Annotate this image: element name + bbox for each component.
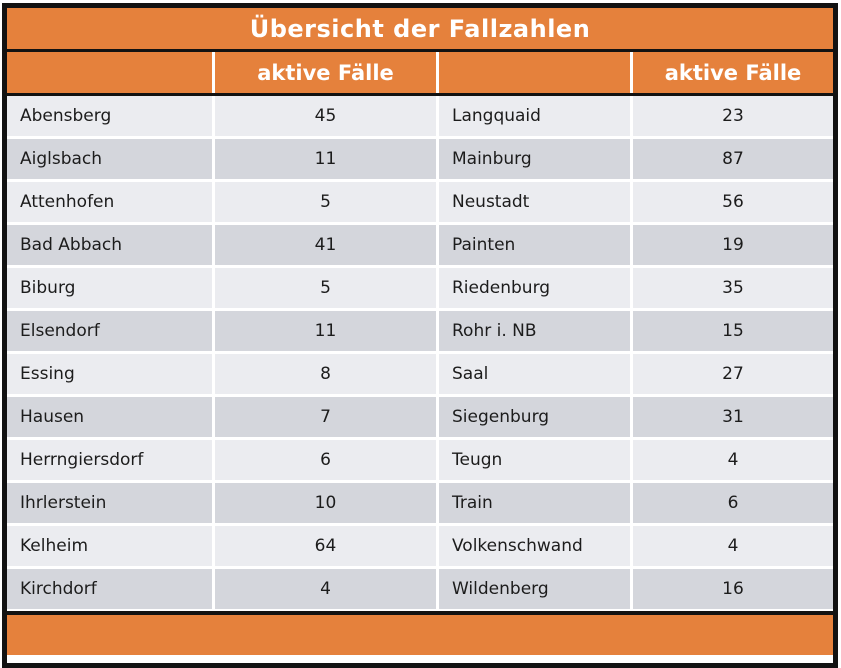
active-cases-cell: 4	[215, 569, 436, 609]
municipality-cell: Mainburg	[439, 139, 630, 179]
municipality-cell: Biburg	[7, 268, 212, 308]
municipality-cell: Attenhofen	[7, 182, 212, 222]
column-header-active-cases-right: aktive Fälle	[633, 52, 833, 93]
active-cases-cell: 16	[633, 569, 833, 609]
municipality-cell: Rohr i. NB	[439, 311, 630, 351]
active-cases-cell: 4	[633, 526, 833, 566]
active-cases-cell: 23	[633, 96, 833, 136]
municipality-cell: Essing	[7, 354, 212, 394]
table-body: Abensberg 45 Langquaid 23 Aiglsbach 11 M…	[7, 96, 833, 609]
municipality-cell: Neustadt	[439, 182, 630, 222]
municipality-cell: Teugn	[439, 440, 630, 480]
municipality-cell: Wildenberg	[439, 569, 630, 609]
municipality-cell: Riedenburg	[439, 268, 630, 308]
active-cases-cell: 8	[215, 354, 436, 394]
municipality-cell: Kelheim	[7, 526, 212, 566]
active-cases-cell: 5	[215, 268, 436, 308]
active-cases-cell: 87	[633, 139, 833, 179]
active-cases-cell: 19	[633, 225, 833, 265]
column-header-empty-left	[7, 52, 212, 93]
municipality-cell: Painten	[439, 225, 630, 265]
municipality-cell: Aiglsbach	[7, 139, 212, 179]
municipality-cell: Siegenburg	[439, 397, 630, 437]
active-cases-cell: 45	[215, 96, 436, 136]
municipality-cell: Train	[439, 483, 630, 523]
footer-orange-strip	[7, 615, 833, 655]
active-cases-cell: 5	[215, 182, 436, 222]
table-title: Übersicht der Fallzahlen	[7, 8, 833, 52]
case-numbers-table: Übersicht der Fallzahlen aktive Fälle ak…	[2, 3, 838, 668]
active-cases-cell: 35	[633, 268, 833, 308]
active-cases-cell: 56	[633, 182, 833, 222]
active-cases-cell: 4	[633, 440, 833, 480]
municipality-cell: Saal	[439, 354, 630, 394]
active-cases-cell: 10	[215, 483, 436, 523]
municipality-cell: Kirchdorf	[7, 569, 212, 609]
municipality-cell: Elsendorf	[7, 311, 212, 351]
active-cases-cell: 31	[633, 397, 833, 437]
active-cases-cell: 6	[633, 483, 833, 523]
municipality-cell: Herrngiersdorf	[7, 440, 212, 480]
municipality-cell: Ihrlerstein	[7, 483, 212, 523]
column-header-active-cases-left: aktive Fälle	[215, 52, 436, 93]
municipality-cell: Bad Abbach	[7, 225, 212, 265]
municipality-cell: Volkenschwand	[439, 526, 630, 566]
municipality-cell: Abensberg	[7, 96, 212, 136]
table-header-row: aktive Fälle aktive Fälle	[7, 52, 833, 96]
footer-divider	[7, 611, 833, 615]
municipality-cell: Langquaid	[439, 96, 630, 136]
active-cases-cell: 41	[215, 225, 436, 265]
active-cases-cell: 7	[215, 397, 436, 437]
active-cases-cell: 11	[215, 139, 436, 179]
municipality-cell: Hausen	[7, 397, 212, 437]
active-cases-cell: 64	[215, 526, 436, 566]
active-cases-cell: 11	[215, 311, 436, 351]
active-cases-cell: 15	[633, 311, 833, 351]
active-cases-cell: 27	[633, 354, 833, 394]
column-header-empty-right	[439, 52, 630, 93]
active-cases-cell: 6	[215, 440, 436, 480]
